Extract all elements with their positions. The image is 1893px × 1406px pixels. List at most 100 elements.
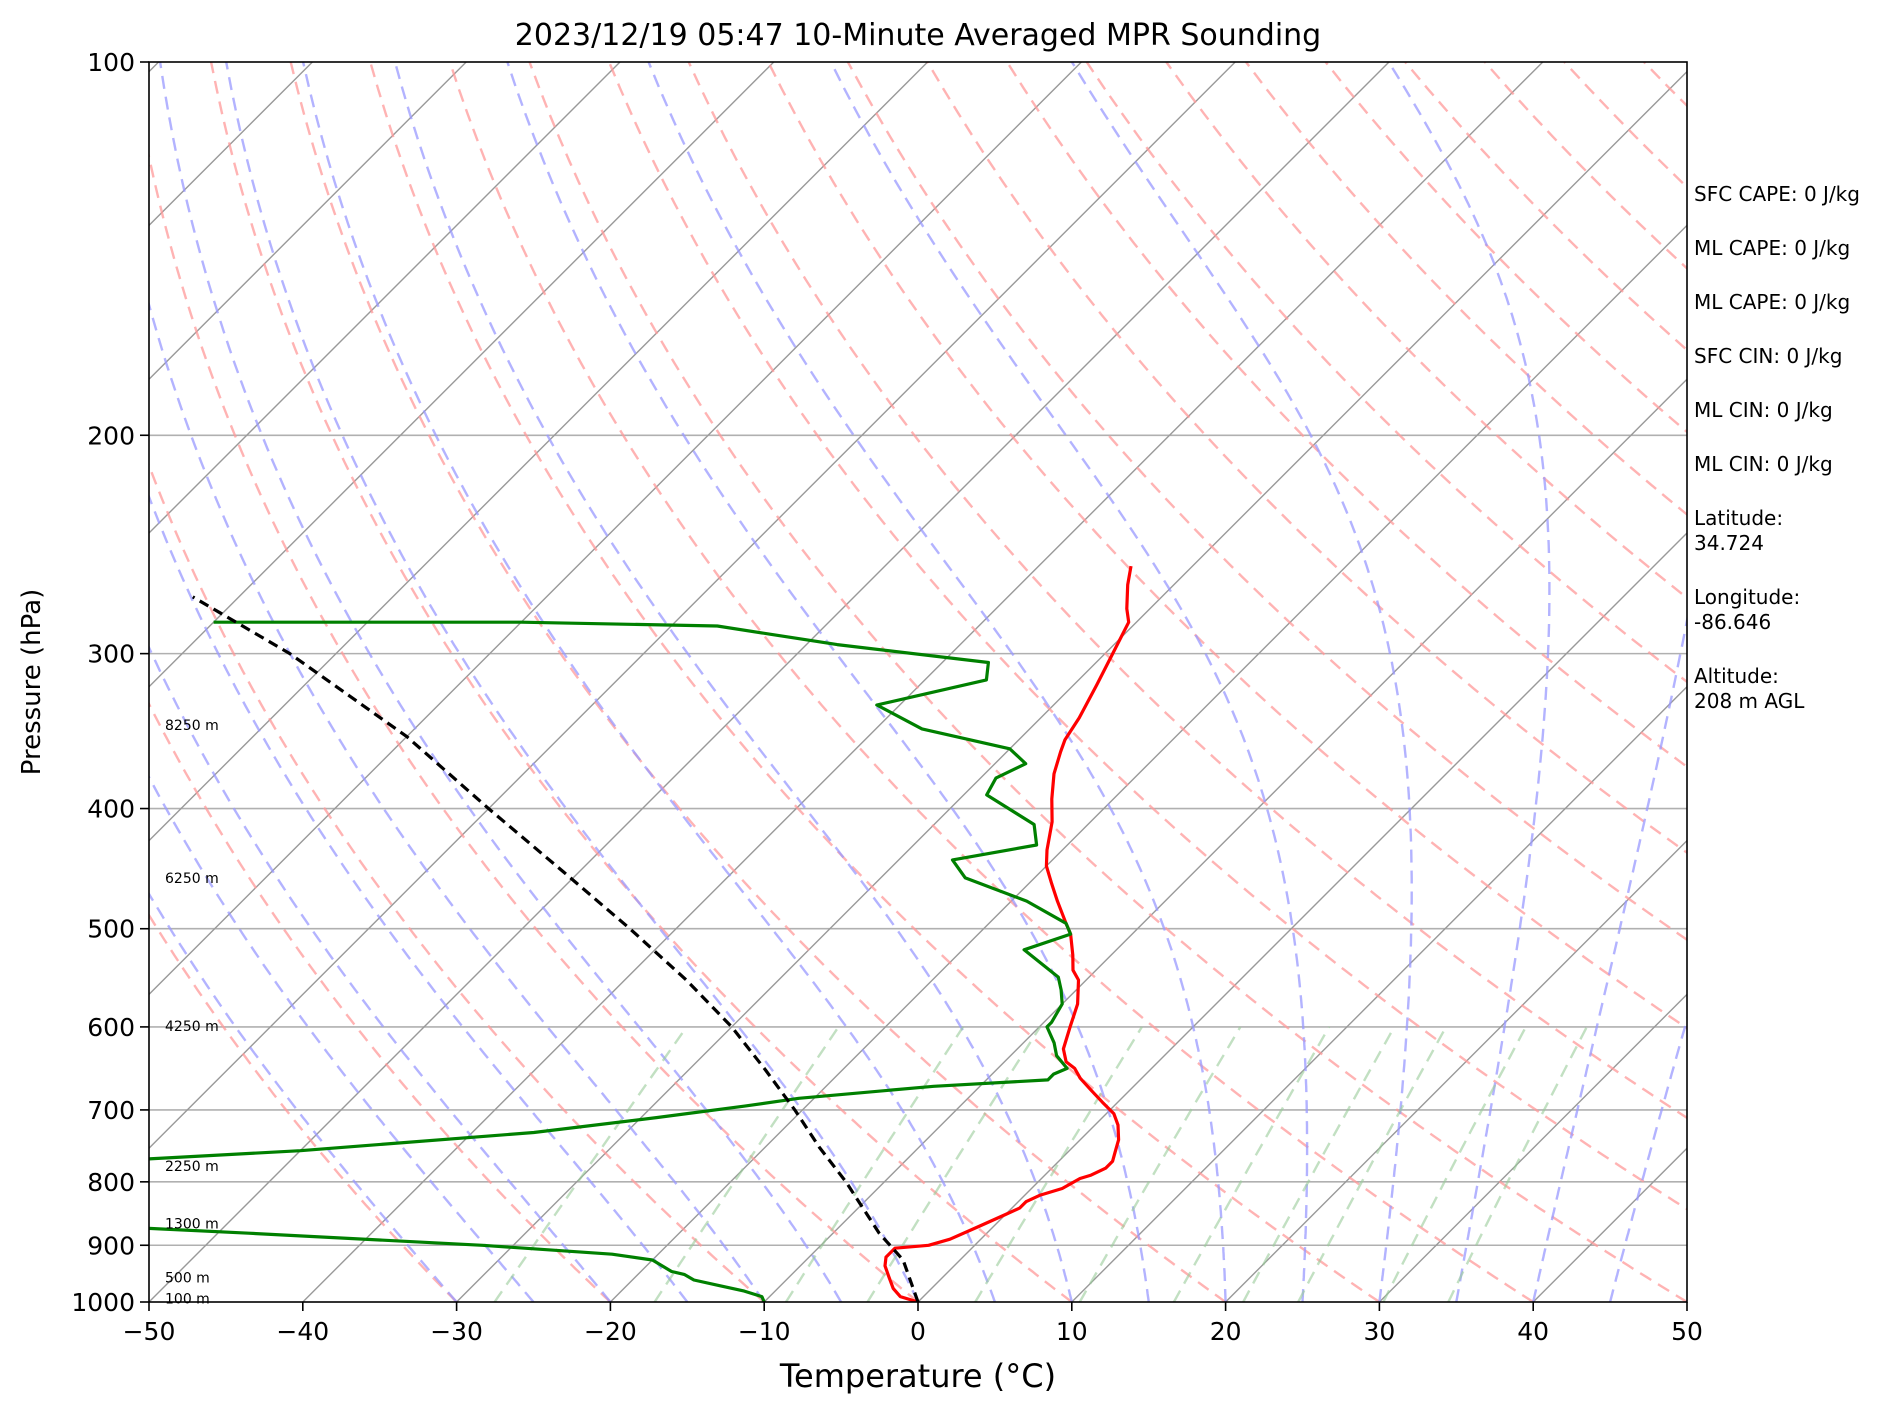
moist-adiabat-line (149, 774, 535, 1302)
dewpoint-profile-line (149, 620, 1073, 1302)
moist-adiabat-line (1532, 614, 1687, 1302)
moist-adiabat-line (225, 62, 920, 1302)
y-axis-label: Pressure (hPa) (17, 589, 47, 776)
mixing-ratio-line (653, 1026, 840, 1302)
moist-adiabat-line (301, 62, 997, 1302)
chart-title: 2023/12/19 05:47 10-Minute Averaged MPR … (515, 18, 1321, 53)
plot-frame (148, 61, 1688, 1303)
height-label: 500 m (165, 1270, 210, 1286)
moist-adiabat-line (1608, 1015, 1687, 1302)
mixing-ratio-line (493, 1026, 688, 1302)
height-label: 2250 m (165, 1159, 219, 1175)
dry-adiabat-line (607, 62, 1687, 1211)
dry-adiabat-line (149, 912, 458, 1302)
height-labels: 8250 m 6250 m 4250 m 2250 m 1300 m 500 m 100 m (165, 718, 219, 1308)
x-tick-label: 10 (1056, 1317, 1088, 1346)
mixing-ratio-line (974, 1026, 1143, 1302)
isotherm-line (149, 62, 929, 842)
height-label: 100 m (165, 1291, 210, 1307)
isotherm-line (149, 62, 775, 688)
mixing-ratio-line (1297, 1026, 1448, 1302)
dry-adiabat-line (528, 62, 1687, 1302)
isotherm-line (149, 62, 1390, 1302)
x-tick-label: −30 (430, 1317, 483, 1346)
moist-adiabat-line (158, 62, 843, 1302)
isotherm-line (1225, 839, 1687, 1302)
x-tick-label: 20 (1210, 1317, 1242, 1346)
y-tick-label: 200 (87, 421, 135, 450)
ml-cin-text-2: ML CIN: 0 J/kg (1694, 452, 1833, 476)
y-tick-label: 600 (87, 1013, 135, 1042)
mixing-ratio-line (1078, 1026, 1242, 1302)
isotherm-line (0, 62, 5, 1302)
dry-adiabat-line (448, 62, 1534, 1302)
moist-adiabat-line (829, 62, 1309, 1302)
moist-adiabat-line (149, 644, 612, 1302)
grid-lines (0, 62, 1687, 1302)
mixing-ratio-line (1172, 1026, 1331, 1302)
moist-adiabat-line (149, 891, 458, 1302)
y-tick-label: 300 (87, 640, 135, 669)
isotherm-line (763, 378, 1687, 1302)
dry-adiabat-line (209, 62, 1073, 1302)
isotherm-line (1071, 685, 1687, 1302)
x-tick-label: 40 (1517, 1317, 1549, 1346)
isotherm-line (149, 62, 1236, 1150)
y-tick-label: 1000 (71, 1288, 135, 1317)
x-tick-label: 0 (910, 1317, 926, 1346)
moist-adiabat-line (1387, 62, 1551, 1302)
x-axis-ticks: −50 −40 −30 −20 −10 0 10 20 30 40 50 (123, 1302, 1703, 1346)
x-tick-label: −50 (123, 1317, 176, 1346)
mixing-ratio-line (866, 1026, 1042, 1302)
dry-adiabat-line (289, 62, 1227, 1302)
y-tick-label: 400 (87, 795, 135, 824)
moist-adiabat-line (506, 62, 1150, 1302)
y-tick-label: 900 (87, 1231, 135, 1260)
isotherm-line (149, 62, 1082, 996)
height-label: 6250 m (165, 871, 219, 887)
y-tick-label: 100 (87, 48, 135, 77)
sfc-cape-text: SFC CAPE: 0 J/kg (1694, 182, 1860, 206)
height-label: 1300 m (165, 1217, 219, 1233)
sounding-summary: SFC CAPE: 0 J/kg ML CAPE: 0 J/kg ML CAPE… (1694, 182, 1884, 743)
x-axis-label: Temperature (°C) (779, 1357, 1056, 1395)
x-tick-label: −40 (276, 1317, 329, 1346)
isotherm-line (917, 532, 1687, 1302)
series-lines (149, 565, 1133, 1302)
dry-adiabat-line (149, 462, 765, 1302)
x-tick-label: 50 (1671, 1317, 1703, 1346)
dry-adiabat-line (149, 151, 919, 1302)
x-tick-label: −20 (584, 1317, 637, 1346)
mixing-ratio-line (1447, 1026, 1588, 1302)
y-tick-label: 500 (87, 915, 135, 944)
moist-adiabat-line (149, 493, 689, 1302)
x-tick-label: 30 (1363, 1317, 1395, 1346)
height-label: 8250 m (165, 718, 219, 734)
mixing-ratio-line (784, 1026, 965, 1302)
moist-adiabat-line (393, 62, 1073, 1302)
mixing-ratio-line (1382, 1026, 1527, 1302)
isotherm-line (149, 62, 621, 534)
moist-adiabat-line (1070, 62, 1413, 1302)
altitude-text: Altitude: 208 m AGL (1694, 664, 1805, 713)
y-axis-ticks: 100 200 300 400 500 600 700 800 900 1000 (71, 48, 149, 1317)
height-label: 4250 m (165, 1019, 219, 1035)
longitude-text: Longitude: -86.646 (1694, 585, 1801, 634)
isotherm-line (149, 62, 467, 381)
latitude-text: Latitude: 34.724 (1694, 506, 1784, 555)
moist-adiabat-line (149, 300, 766, 1302)
ml-cin-text: ML CIN: 0 J/kg (1694, 398, 1833, 422)
y-tick-label: 700 (87, 1096, 135, 1125)
ml-cape-text-2: ML CAPE: 0 J/kg (1694, 290, 1851, 314)
isotherm-line (456, 70, 1687, 1302)
sfc-cin-text: SFC CIN: 0 J/kg (1694, 344, 1843, 368)
isotherm-line (302, 62, 1544, 1302)
ml-cape-text: ML CAPE: 0 J/kg (1694, 236, 1851, 260)
y-tick-label: 800 (87, 1168, 135, 1197)
reference-lines (149, 62, 1687, 1302)
moist-adiabat-line (647, 62, 1227, 1302)
parcel-profile-line (191, 595, 920, 1302)
dry-adiabat-line (767, 62, 1687, 1030)
dry-adiabat-line (369, 62, 1381, 1302)
